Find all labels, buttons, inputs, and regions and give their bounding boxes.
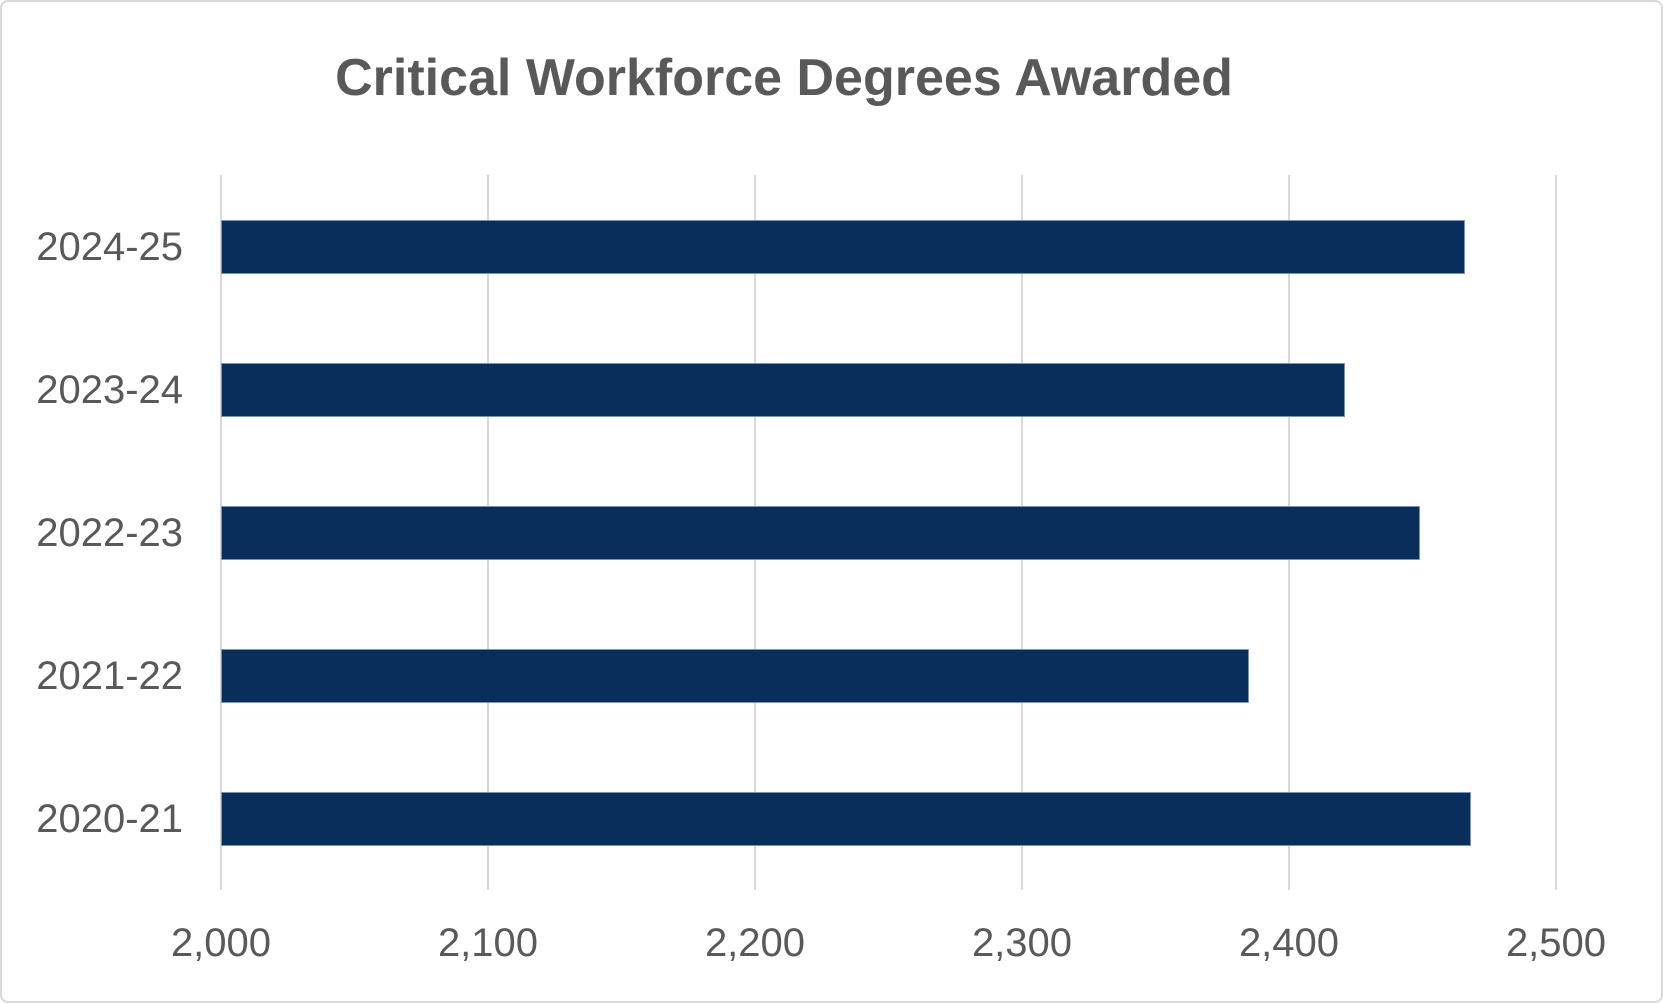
y-tick-label-2024-25: 2024-25 [36, 224, 183, 269]
y-tick-label-2021-22: 2021-22 [36, 653, 183, 698]
gridline-2500 [1555, 175, 1557, 890]
bar-2021-22 [221, 648, 1249, 703]
x-tick-label-2100: 2,100 [437, 921, 539, 965]
x-tick-label-2400: 2,400 [1238, 921, 1340, 965]
x-tick-label-2500: 2,500 [1505, 921, 1607, 965]
y-tick-label-2023-24: 2023-24 [36, 367, 183, 412]
bar-2020-21 [221, 791, 1471, 846]
bar-2022-23 [221, 505, 1420, 560]
y-tick-label-2020-21: 2020-21 [36, 796, 183, 841]
x-tick-label-2300: 2,300 [971, 921, 1073, 965]
bar-2024-25 [221, 219, 1466, 274]
y-tick-label-2022-23: 2022-23 [36, 510, 183, 555]
x-tick-label-2000: 2,000 [170, 921, 272, 965]
chart-title: Critical Workforce Degrees Awarded [335, 49, 1233, 107]
plot-area [220, 175, 1557, 890]
x-tick-label-2200: 2,200 [704, 921, 806, 965]
bar-2023-24 [221, 362, 1346, 417]
